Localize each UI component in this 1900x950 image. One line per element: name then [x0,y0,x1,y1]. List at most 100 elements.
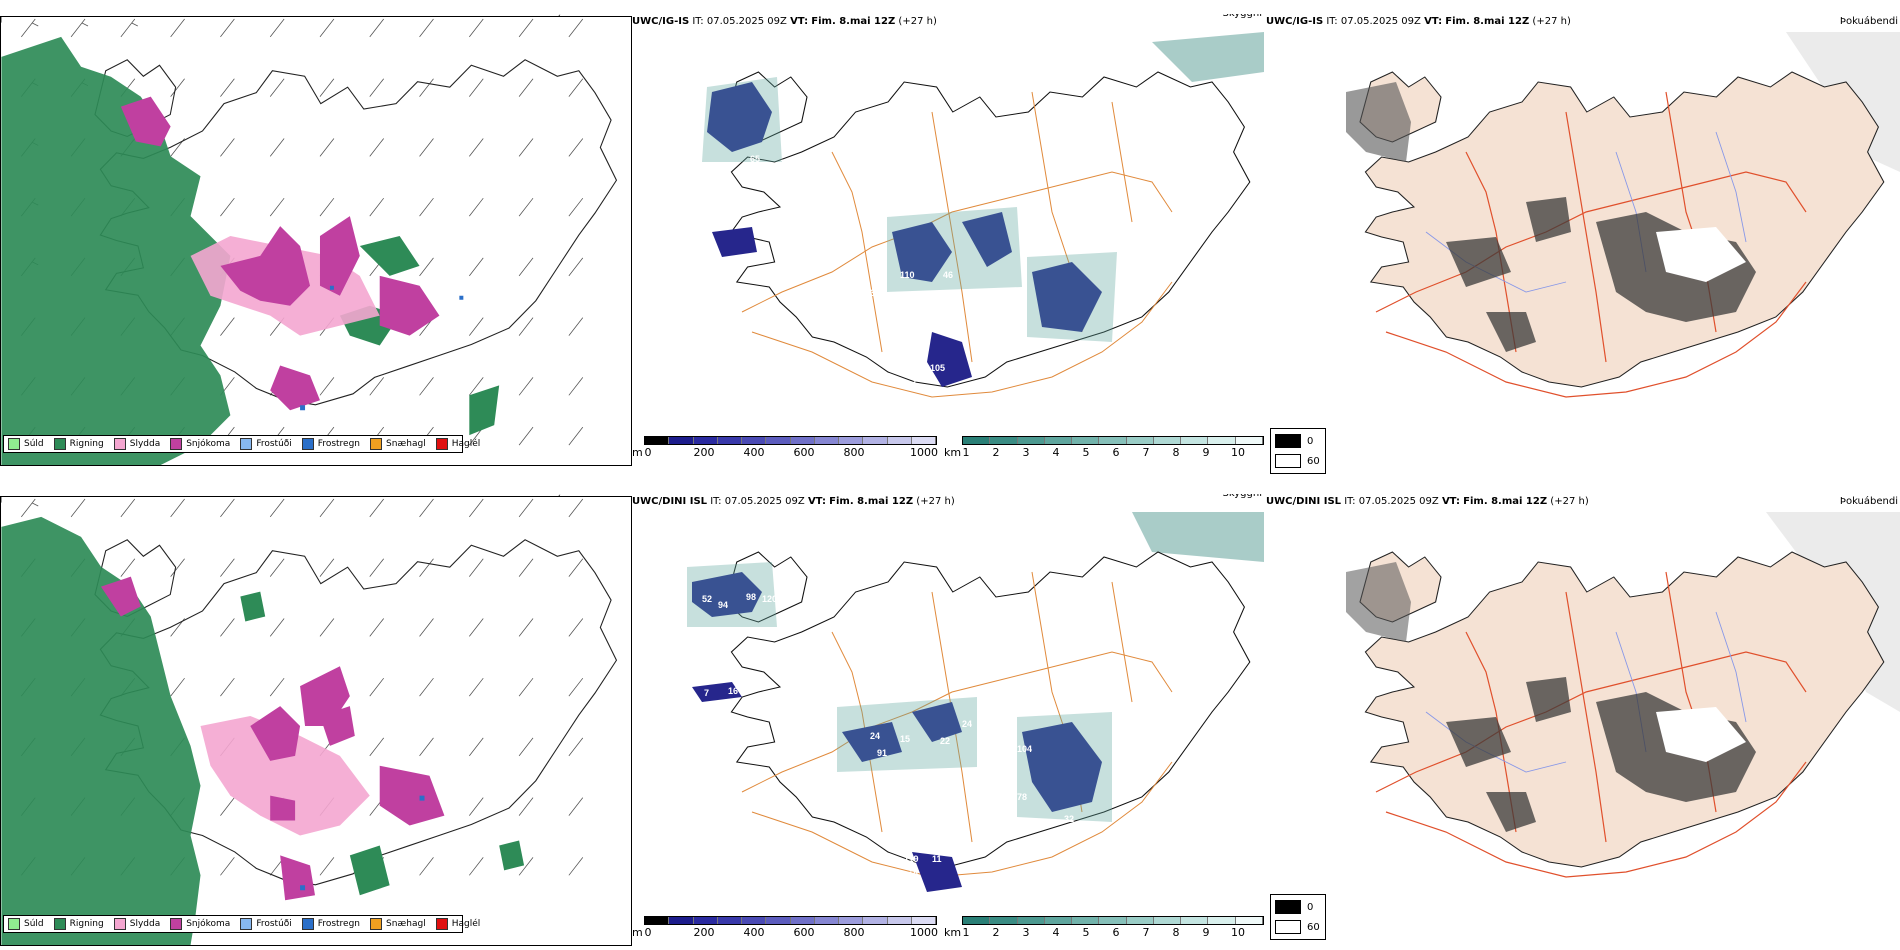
model-name: UWC/DINI ISL [1266,496,1342,507]
cloud-label: 73 [865,288,875,298]
fog-swatch [1275,454,1301,468]
legend-label: Frostúði [256,439,292,449]
colorbar-ticks: 0 200 400 600 800 1000 [644,926,939,940]
fog-swatch [1275,900,1301,914]
cloudbase-colorbar: m 0 200 400 600 800 1000 [632,436,938,464]
cloud-label: 98 [746,592,756,602]
legend-swatch [435,438,448,450]
cloud-label: 71 [907,380,917,390]
panel-header: UWC/IG-IS IT: 07.05.2025 09Z VT: Fim. 8.… [1266,14,1900,30]
it-value: 07.05.2025 09Z [1340,16,1421,27]
cloud-label: 65 [750,154,760,164]
legend-label: Snjókoma [186,919,231,929]
colorbar-unit: m [632,926,643,939]
legend-swatch [240,918,253,930]
cloud-labels: 96 65 12 6 31 46 110 73 80 21 98 121 72 … [704,94,1132,412]
precip-map[interactable] [0,496,632,946]
tick-label: 10 [1231,926,1245,939]
fog-panel-row1: UWC/IG-IS IT: 07.05.2025 09Z VT: Fim. 8.… [1266,14,1900,474]
fog-swatch [1275,434,1301,448]
legend-label: Frostregn [317,919,361,929]
tick-label: 800 [843,926,865,939]
model-name: UWC/IG-IS [632,16,690,27]
legend-label: Rigning [69,919,104,929]
cloudbase-colorbar: m 0 200 400 600 800 1000 [632,916,939,944]
tick-label: 0 [644,446,652,459]
precip-panel-row2: UWC/DINI ISL IT: 07.05.2025 09Z VT: Fim.… [0,494,632,946]
cloud-label: 15 [900,734,910,744]
panel-header: UWC/DINI ISL IT: 07.05.2025 09Z VT: Fim.… [632,494,1264,510]
colorbar-strip [962,916,1264,925]
fog-panel-row2: UWC/DINI ISL IT: 07.05.2025 09Z VT: Fim.… [1266,494,1900,944]
tick-label: 400 [743,926,765,939]
precip-legend: Súld Rigning Slydda Snjókoma Frostúði Fr… [3,915,480,933]
legend-swatch [301,438,314,450]
legend-item: Snæhagl [370,438,426,450]
it-label: IT: [1326,16,1338,27]
legend-item: Snjókoma [170,918,230,930]
legend-item: Slydda [113,918,160,930]
visibility-map[interactable]: 96 65 12 6 31 46 110 73 80 21 98 121 72 … [632,32,1264,432]
legend-item: Súld [8,438,44,450]
tick-label: 4 [1052,446,1060,459]
tick-label: 8 [1172,446,1180,459]
tick-label: 800 [843,446,865,459]
cloud-label: 119 [904,854,919,864]
vt-label: VT: [1441,496,1460,507]
panel-title: Skyggni [1222,494,1262,502]
cloud-label: 120 [762,594,777,604]
cloud-label: 37 [1062,349,1072,359]
legend-swatch [113,438,126,450]
model-name: UWC/IG-IS [1266,16,1324,27]
legend-swatch [53,438,66,450]
legend-item: Haglél [435,438,480,450]
legend-label: Snæhagl [386,439,426,449]
fog-legend: 0 60 [1270,428,1326,474]
it-label: IT: [692,16,704,27]
fog-legend-label: 60 [1307,921,1320,933]
visibility-colorbar: km 1 2 3 4 5 6 7 8 9 10 [944,916,1264,944]
rain-area [1,36,231,465]
tick-label: 9 [1202,926,1210,939]
legend-label: Frostúði [256,919,292,929]
legend-item: Haglél [435,918,480,930]
it-value: 07.05.2025 09Z [724,496,805,507]
tick-label: 2 [992,446,1000,459]
visibility-map[interactable]: 52 94 98 120 7 16 15 24 91 22 24 107 104… [632,512,1264,912]
lead-time: (+27 h) [898,16,937,27]
legend-label: Súld [24,439,44,449]
cloud-label: 80 [844,290,854,300]
legend-swatch [170,438,183,450]
fog-map[interactable] [1266,512,1900,922]
cloud-label: 31 [704,248,714,258]
cloud-label: 13 [1137,729,1147,739]
low-cloud-blobs [707,82,1102,387]
fog-legend-item: 60 [1275,920,1320,934]
fog-legend-item: 60 [1275,454,1320,468]
cloud-labels: 52 94 98 120 7 16 15 24 91 22 24 107 104… [702,592,1147,902]
snow-area [100,576,445,901]
legend-label: Snjókoma [186,439,231,449]
cloud-label: 31 [908,888,918,898]
tick-label: 3 [1022,926,1030,939]
fog-legend: 0 60 [1270,894,1326,940]
precip-map[interactable] [0,16,632,466]
legend-item: Snæhagl [370,918,426,930]
visibility-panel-row1: UWC/IG-IS IT: 07.05.2025 09Z VT: Fim. 8.… [632,14,1264,464]
legend-swatch [370,918,383,930]
cloud-label: 52 [702,594,712,604]
it-value: 07.05.2025 09Z [706,16,787,27]
vt-label: VT: [1424,16,1443,27]
fog-map[interactable] [1266,32,1900,442]
cloud-label: 98 [915,316,925,326]
cloud-label: 18 [907,359,917,369]
cloud-label: 46 [943,270,953,280]
fog-legend-item: 0 [1275,900,1313,914]
legend-label: Snæhagl [386,919,426,929]
cloud-label: 94 [718,600,728,610]
legend-swatch [370,438,383,450]
legend-item: Frostúði [240,438,292,450]
legend-item: Frostregn [301,438,360,450]
colorbar-ticks: 1 2 3 4 5 6 7 8 9 10 [962,926,1264,940]
tick-label: 5 [1082,926,1090,939]
